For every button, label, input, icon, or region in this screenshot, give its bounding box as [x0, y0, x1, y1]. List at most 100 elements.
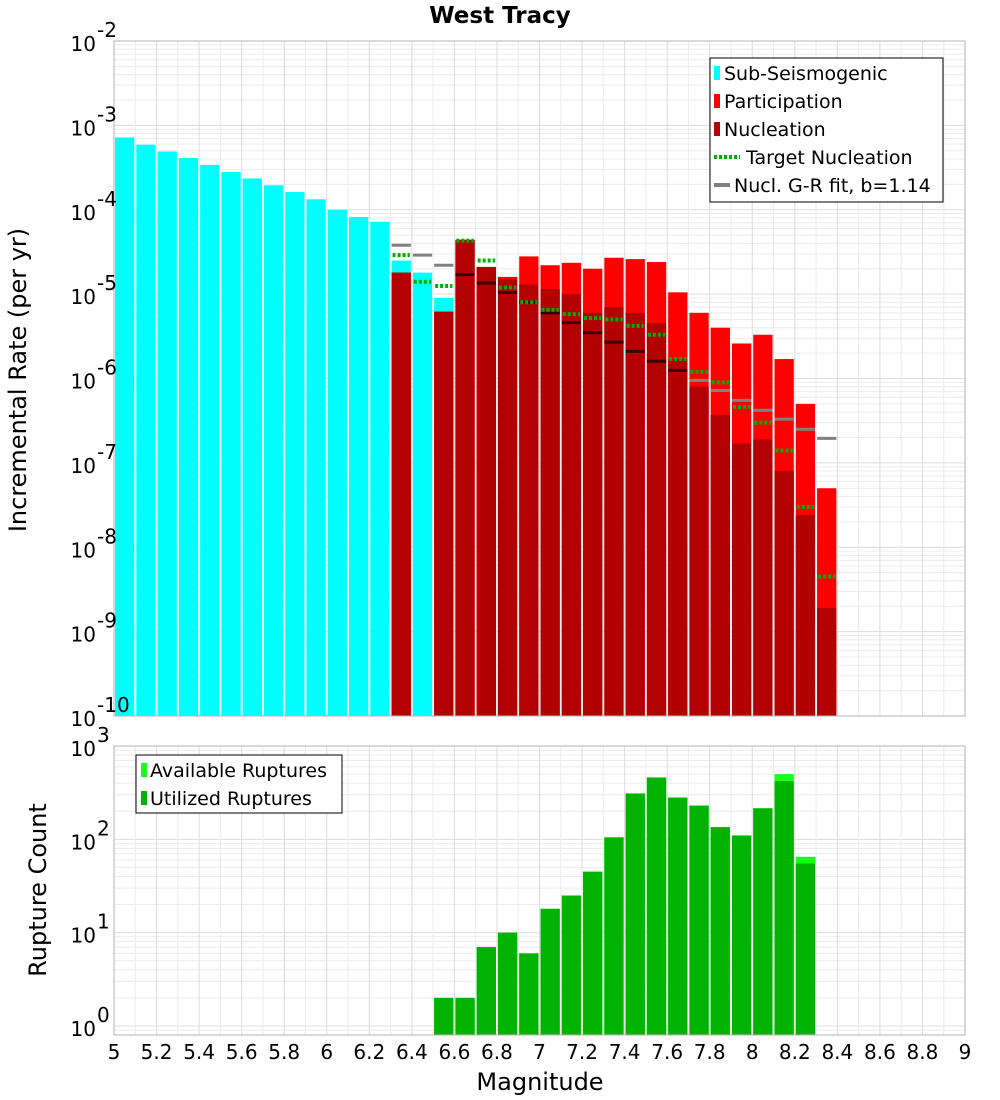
rate-y-tick--2: 10-2: [71, 18, 117, 56]
count-y-tick-base: 10: [71, 830, 96, 854]
rate-y-tick-base: 10: [71, 285, 96, 309]
nucleation-bar-7-05: [540, 289, 560, 716]
utilized-bar-6-55: [434, 997, 454, 1035]
count-y-tick-base: 10: [71, 924, 96, 948]
sub-seismogenic-bar-5-25: [157, 151, 177, 716]
nucleation-bar-6-65: [455, 239, 475, 716]
nucleation-bar-7-45: [625, 312, 645, 716]
utilized-bar-7-65: [668, 797, 688, 1035]
sub-seismogenic-bar-6-45: [412, 272, 433, 716]
legend-label-participation: Participation: [724, 91, 843, 113]
x-tick-7-6: 7.6: [651, 1040, 683, 1064]
sub-seismogenic-bar-6-05: [327, 209, 348, 716]
legend-label-utilized: Utilized Ruptures: [150, 788, 312, 810]
nucleation-bar-8-35: [817, 608, 837, 716]
count-y-tick-0: 100: [71, 1003, 110, 1041]
utilized-bar-8-15: [774, 781, 794, 1035]
rate-y-tick-exp: -9: [97, 609, 117, 633]
x-tick-9: 9: [959, 1040, 972, 1064]
count-y-tick-2: 102: [71, 816, 110, 854]
sub-seismogenic-bar-5-45: [200, 164, 220, 716]
utilized-bar-7-95: [731, 835, 752, 1035]
sub-seismogenic-bar-5-55: [221, 172, 241, 716]
nucleation-bar-6-55: [434, 311, 454, 716]
nucleation-bar-7-95: [731, 443, 752, 716]
x-tick-7-8: 7.8: [694, 1040, 726, 1064]
x-tick-8-2: 8.2: [779, 1040, 811, 1064]
count-y-axis-title: Rupture Count: [24, 803, 52, 977]
legend-swatch-available: [141, 763, 147, 777]
utilized-bar-7-25: [583, 871, 603, 1035]
x-tick-5: 5: [108, 1040, 121, 1064]
legend-swatch-participation: [714, 94, 720, 108]
count-y-tick-1: 101: [71, 910, 110, 948]
utilized-bar-6-65: [455, 997, 475, 1035]
nucleation-bar-7-25: [583, 312, 603, 716]
utilized-bar-8-05: [753, 808, 773, 1035]
rate-y-tick-base: 10: [71, 707, 96, 731]
legend-swatch-utilized: [141, 791, 147, 805]
count-y-tick-exp: 0: [97, 1003, 110, 1027]
rate-y-tick-base: 10: [71, 32, 96, 56]
rate-y-tick-exp: -10: [97, 693, 130, 717]
sub-seismogenic-bar-6-25: [370, 221, 390, 716]
rate-y-tick-exp: -5: [97, 271, 117, 295]
rate-y-tick-base: 10: [71, 538, 96, 562]
utilized-rupture-bars: [434, 777, 816, 1035]
nucleation-bar-7-15: [561, 294, 582, 716]
nucleation-bar-8-05: [753, 439, 773, 716]
rate-y-tick-base: 10: [71, 370, 96, 394]
rate-y-tick-base: 10: [71, 623, 96, 647]
sub-seismogenic-bar-6-15: [349, 217, 369, 716]
rate-y-tick--5: 10-5: [71, 271, 117, 309]
x-tick-5-8: 5.8: [268, 1040, 300, 1064]
x-tick-7-4: 7.4: [609, 1040, 641, 1064]
rate-y-tick-exp: -3: [97, 102, 117, 126]
rate-legend-box: [709, 57, 944, 203]
gr-fit-markers: [391, 243, 837, 440]
count-y-tick-exp: 2: [97, 816, 110, 840]
x-tick-6-6: 6.6: [438, 1040, 470, 1064]
count-y-tick-exp: 1: [97, 910, 110, 934]
rate-y-tick-base: 10: [71, 201, 96, 225]
utilized-bar-6-95: [519, 953, 539, 1035]
nucleation-bar-6-85: [497, 279, 518, 716]
utilized-bar-7-45: [625, 793, 645, 1035]
utilized-bar-7-55: [646, 777, 667, 1035]
rate-y-tick-exp: -7: [97, 440, 117, 464]
x-tick-5-6: 5.6: [226, 1040, 258, 1064]
count-plot-frame: [113, 745, 966, 1036]
rate-y-tick-base: 10: [71, 116, 96, 140]
magnitude-tick-labels: 5 5.2 5.4 5.6 5.8 6 6.2 6.4 6.6 6.8 7 7.2 7.4 7.6 7.8 8…: [108, 1040, 972, 1064]
utilized-bar-8-25: [795, 863, 816, 1035]
legend-swatch-nucleation: [714, 122, 720, 136]
count-y-tick-3: 103: [71, 723, 110, 761]
sub-seismogenic-bar-5-95: [306, 199, 326, 716]
utilized-bar-6-85: [497, 932, 518, 1035]
x-tick-6-4: 6.4: [396, 1040, 428, 1064]
utilized-bar-7-05: [540, 908, 560, 1035]
rate-plot-frame: [113, 40, 966, 717]
nucleation-bars: [391, 239, 837, 716]
chart-title: West Tracy: [429, 3, 571, 29]
x-tick-8-8: 8.8: [907, 1040, 939, 1064]
nucleation-bar-6-35: [391, 272, 411, 716]
rate-y-tick--3: 10-3: [71, 102, 117, 140]
nucleation-bar-7-65: [668, 359, 688, 716]
x-tick-5-2: 5.2: [141, 1040, 173, 1064]
nucleation-bar-6-75: [476, 266, 496, 716]
count-y-tick-base: 10: [71, 737, 96, 761]
sub-seismogenic-bar-5-35: [178, 158, 199, 716]
count-y-tick-base: 10: [71, 1017, 96, 1041]
x-tick-8-6: 8.6: [864, 1040, 896, 1064]
x-tick-7: 7: [533, 1040, 546, 1064]
nucleation-bar-7-35: [604, 307, 624, 716]
count-legend: Available Ruptures Utilized Ruptures: [135, 754, 343, 814]
nucleation-bar-7-85: [710, 414, 730, 716]
utilized-bar-7-35: [604, 837, 624, 1035]
x-tick-6-2: 6.2: [353, 1040, 385, 1064]
rate-y-tick-base: 10: [71, 454, 96, 478]
